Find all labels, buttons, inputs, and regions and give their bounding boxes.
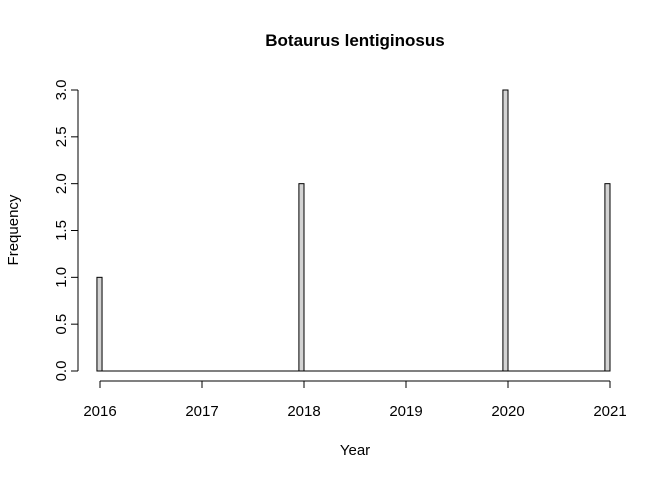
y-tick-label: 1.5: [53, 220, 70, 241]
y-tick-label: 0.0: [53, 361, 70, 382]
chart-title: Botaurus lentiginosus: [265, 31, 444, 50]
y-tick-label: 1.0: [53, 267, 70, 288]
x-tick-label: 2019: [389, 403, 422, 420]
x-axis: 2016 2017 2018 2019 2020 2021: [83, 380, 627, 420]
x-tick-label: 2018: [287, 403, 320, 420]
histogram-bar: [96, 276, 103, 372]
y-tick-label: 3.0: [53, 80, 70, 101]
x-tick-label: 2020: [491, 403, 524, 420]
bars-group: [96, 89, 611, 372]
y-axis: 0.0 0.5 1.0 1.5 2.0 2.5 3.0: [53, 80, 79, 382]
y-tick-label: 2.5: [53, 126, 70, 147]
y-tick-label: 2.0: [53, 173, 70, 194]
x-tick-label: 2021: [593, 403, 626, 420]
y-tick-label: 0.5: [53, 314, 70, 335]
x-tick-label: 2017: [185, 403, 218, 420]
y-axis-label: Frequency: [5, 194, 22, 265]
x-tick-label: 2016: [83, 403, 116, 420]
x-axis-label: Year: [340, 442, 370, 459]
histogram-bar: [298, 183, 305, 372]
histogram-bar: [502, 89, 509, 372]
histogram-bar: [604, 183, 611, 372]
